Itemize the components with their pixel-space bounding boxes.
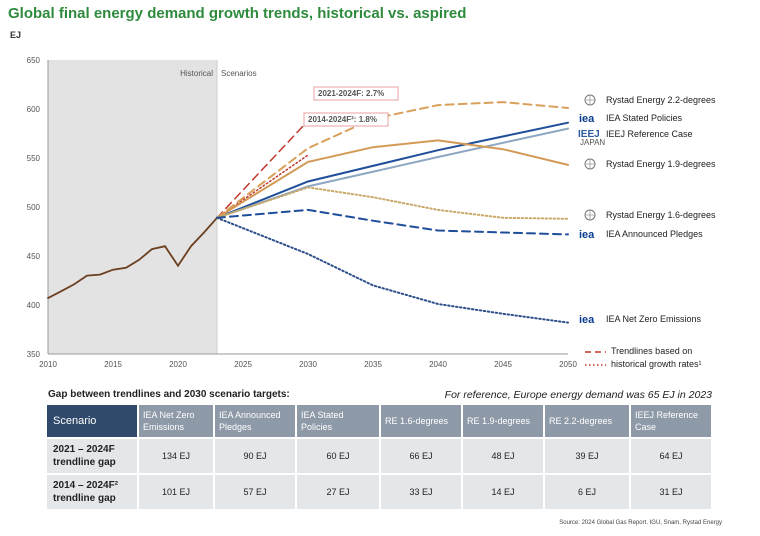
- table-cell: 33 EJ: [381, 473, 463, 509]
- table-cell: 66 EJ: [381, 437, 463, 473]
- iea-logo-icon: iea: [579, 229, 595, 241]
- y-tick-label: 650: [27, 56, 41, 65]
- x-tick-label: 2010: [39, 360, 57, 369]
- annotation-box: [303, 112, 389, 127]
- table-cell: 57 EJ: [215, 473, 297, 509]
- annotation-box: [313, 86, 399, 101]
- legend-label: Rystad Energy 1.9-degrees: [606, 159, 716, 169]
- table-cell: 31 EJ: [631, 473, 713, 509]
- series-ieej-reference-case-line: [216, 127, 569, 219]
- table-cell: 14 EJ: [463, 473, 545, 509]
- x-tick-label: 2030: [299, 360, 317, 369]
- legend-label: IEEJ Reference Case: [606, 129, 693, 139]
- row-label: 2014 – 2024F² trendline gap: [47, 473, 139, 509]
- header-re-19: RE 1.9-degrees: [463, 405, 545, 437]
- x-tick-label: 2045: [494, 360, 512, 369]
- rystad-logo-mark: [585, 159, 595, 169]
- table-cell: 134 EJ: [139, 437, 215, 473]
- x-tick-label: 2050: [559, 360, 577, 369]
- historical-label: Historical: [180, 69, 213, 78]
- table-cell: 64 EJ: [631, 437, 713, 473]
- x-tick-label: 2035: [364, 360, 382, 369]
- series-rystad-energy-1-6-degrees-line: [216, 186, 569, 220]
- series-rystad-energy-1-9-degrees-line: [216, 139, 569, 219]
- table-cell: 6 EJ: [545, 473, 631, 509]
- gap-table: Scenario IEA Net Zero Emissions IEA Anno…: [47, 405, 713, 509]
- row-label-line1: 2021 – 2024F: [53, 444, 115, 455]
- series-iea-stated-policies-line: [216, 121, 569, 219]
- iea-logo-icon: iea: [579, 314, 595, 326]
- legend-label: IEA Net Zero Emissions: [606, 314, 702, 324]
- row-label-line2: trendline gap: [53, 493, 116, 504]
- series-iea-net-zero-emissions-line: [216, 216, 569, 324]
- header-iea-steps: IEA Stated Policies: [297, 405, 381, 437]
- europe-reference-note: For reference, Europe energy demand was …: [444, 389, 712, 401]
- energy-demand-chart: Historical Scenarios 350 400 450 500 550 600 650…: [27, 56, 716, 369]
- y-tick-label: 550: [27, 154, 41, 163]
- historical-region: [48, 60, 217, 354]
- x-tick-label: 2040: [429, 360, 447, 369]
- rystad-logo-mark: [585, 95, 595, 105]
- table-cell: 90 EJ: [215, 437, 297, 473]
- series-historical-line: [47, 216, 218, 299]
- trend-annotation: 2014-2024F²: 1.8%: [308, 115, 377, 124]
- gap-table-title: Gap between trendlines and 2030 scenario…: [48, 389, 290, 400]
- legend-label: IEA Announced Pledges: [606, 229, 703, 239]
- ieej-logo-icon: IEEJ: [578, 129, 600, 140]
- legend-label: IEA Stated Policies: [606, 113, 683, 123]
- y-axis-unit: EJ: [10, 30, 22, 40]
- table-cell: 48 EJ: [463, 437, 545, 473]
- y-tick-label: 600: [27, 105, 41, 114]
- gap-table-header-row: Scenario IEA Net Zero Emissions IEA Anno…: [47, 405, 713, 437]
- row-label-line1: 2014 – 2024F²: [53, 480, 119, 491]
- y-tick-label: 500: [27, 203, 41, 212]
- legend-label: Rystad Energy 2.2-degrees: [606, 95, 716, 105]
- table-row: 2014 – 2024F² trendline gap 101 EJ 57 EJ …: [47, 473, 713, 509]
- ieej-logo-sub: JAPAN: [580, 138, 605, 147]
- iea-logo-icon: iea: [579, 113, 595, 125]
- legend-label: Rystad Energy 1.6-degrees: [606, 210, 716, 220]
- header-re-16: RE 1.6-degrees: [381, 405, 463, 437]
- series-rystad-energy-2-2-degrees-line: [216, 101, 569, 219]
- trend-legend-label: historical growth rates¹: [611, 359, 702, 369]
- table-cell: 101 EJ: [139, 473, 215, 509]
- table-cell: 27 EJ: [297, 473, 381, 509]
- x-tick-label: 2020: [169, 360, 187, 369]
- trend-legend-label: Trendlines based on: [611, 346, 692, 356]
- row-label-line2: trendline gap: [53, 457, 116, 468]
- x-tick-label: 2015: [104, 360, 122, 369]
- header-iea-nze: IEA Net Zero Emissions: [139, 405, 215, 437]
- row-label: 2021 – 2024F trendline gap: [47, 437, 139, 473]
- table-cell: 39 EJ: [545, 437, 631, 473]
- x-tick-label: 2025: [234, 360, 252, 369]
- chart-title: Global final energy demand growth trends…: [8, 5, 467, 22]
- series-trend_2021-line: [216, 120, 309, 219]
- source-note: Source: 2024 Global Gas Report. IGU, Sna…: [559, 520, 722, 526]
- y-tick-label: 450: [27, 252, 41, 261]
- y-tick-label: 400: [27, 301, 41, 310]
- header-ieej: IEEJ Reference Case: [631, 405, 713, 437]
- table-row: 2021 – 2024F trendline gap 134 EJ 90 EJ 6…: [47, 437, 713, 473]
- y-tick-label: 350: [27, 350, 41, 359]
- rystad-logo-mark: [585, 210, 595, 220]
- header-iea-aps: IEA Announced Pledges: [215, 405, 297, 437]
- series-trend_2014-line: [216, 154, 309, 219]
- scenarios-label: Scenarios: [221, 69, 257, 78]
- trend-annotation: 2021-2024F: 2.7%: [318, 89, 384, 98]
- series-iea-announced-pledges-line: [216, 208, 569, 236]
- header-scenario: Scenario: [47, 405, 139, 437]
- header-re-22: RE 2.2-degrees: [545, 405, 631, 437]
- table-cell: 60 EJ: [297, 437, 381, 473]
